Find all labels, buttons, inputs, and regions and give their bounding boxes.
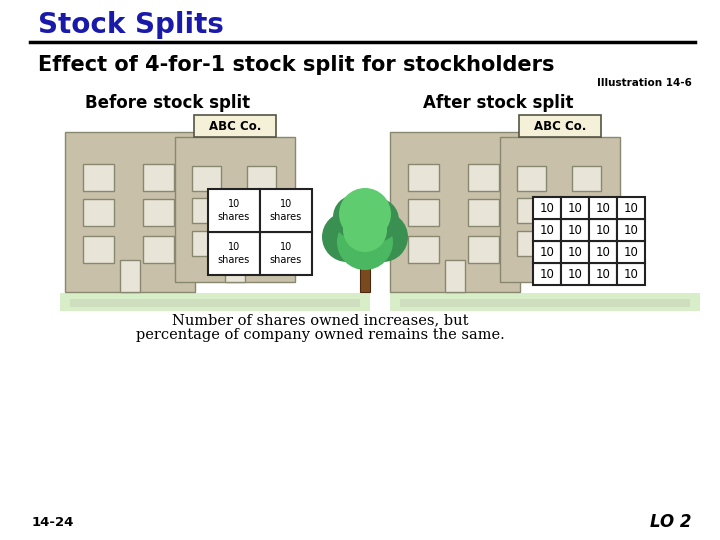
- Bar: [517, 231, 546, 256]
- Bar: [120, 260, 140, 292]
- Bar: [533, 219, 561, 241]
- Text: ABC Co.: ABC Co.: [534, 119, 586, 132]
- Text: 10: 10: [567, 246, 582, 259]
- Bar: [533, 263, 561, 285]
- Bar: [517, 166, 546, 191]
- Bar: [561, 263, 589, 285]
- Bar: [561, 197, 589, 219]
- Text: 14-24: 14-24: [32, 516, 74, 529]
- Bar: [408, 236, 439, 263]
- Text: 10: 10: [567, 201, 582, 214]
- Bar: [572, 231, 600, 256]
- Text: 10
shares: 10 shares: [270, 199, 302, 222]
- Text: 10: 10: [595, 267, 611, 280]
- Text: 10: 10: [595, 246, 611, 259]
- Text: 10
shares: 10 shares: [218, 242, 250, 265]
- Bar: [572, 166, 600, 191]
- Text: 10: 10: [539, 246, 554, 259]
- Text: 10: 10: [567, 224, 582, 237]
- Bar: [84, 164, 114, 191]
- Bar: [617, 241, 645, 263]
- Bar: [589, 197, 617, 219]
- Text: 10: 10: [539, 267, 554, 280]
- Bar: [192, 166, 220, 191]
- Text: 10: 10: [567, 267, 582, 280]
- Bar: [192, 198, 220, 222]
- Bar: [572, 198, 600, 222]
- Bar: [617, 197, 645, 219]
- Bar: [260, 189, 312, 232]
- FancyBboxPatch shape: [519, 115, 601, 137]
- Text: 10: 10: [624, 267, 639, 280]
- Bar: [260, 232, 312, 275]
- Text: LO 2: LO 2: [650, 513, 692, 531]
- Text: 10
shares: 10 shares: [218, 199, 250, 222]
- Text: Illustration 14-6: Illustration 14-6: [597, 78, 692, 88]
- Bar: [445, 260, 465, 292]
- Bar: [617, 219, 645, 241]
- Text: Before stock split: Before stock split: [86, 94, 251, 112]
- Circle shape: [337, 214, 393, 270]
- Bar: [390, 132, 520, 292]
- Bar: [408, 164, 439, 191]
- Bar: [589, 263, 617, 285]
- Text: 10: 10: [539, 201, 554, 214]
- Bar: [517, 198, 546, 222]
- Bar: [400, 299, 690, 307]
- Text: 10: 10: [624, 224, 639, 237]
- Bar: [360, 257, 370, 292]
- Bar: [247, 166, 276, 191]
- Text: 10: 10: [624, 246, 639, 259]
- Circle shape: [322, 212, 372, 262]
- Bar: [70, 299, 360, 307]
- Bar: [617, 263, 645, 285]
- Bar: [589, 241, 617, 263]
- Bar: [468, 236, 499, 263]
- Circle shape: [358, 212, 408, 262]
- Bar: [84, 236, 114, 263]
- Text: percentage of company owned remains the same.: percentage of company owned remains the …: [135, 328, 505, 342]
- Bar: [208, 232, 260, 275]
- Text: 10
shares: 10 shares: [270, 242, 302, 265]
- Bar: [589, 219, 617, 241]
- Text: 10: 10: [595, 201, 611, 214]
- Bar: [468, 164, 499, 191]
- Text: After stock split: After stock split: [423, 94, 573, 112]
- Bar: [65, 132, 195, 292]
- Bar: [143, 164, 174, 191]
- Bar: [208, 189, 260, 232]
- Circle shape: [343, 208, 387, 252]
- Bar: [84, 199, 114, 226]
- Bar: [60, 293, 370, 311]
- Bar: [143, 199, 174, 226]
- Text: Stock Splits: Stock Splits: [38, 11, 224, 39]
- Circle shape: [339, 188, 391, 240]
- Text: ABC Co.: ABC Co.: [209, 119, 261, 132]
- Bar: [468, 199, 499, 226]
- Bar: [500, 137, 620, 282]
- Bar: [390, 293, 700, 311]
- Text: 10: 10: [539, 224, 554, 237]
- Text: Effect of 4-for-1 stock split for stockholders: Effect of 4-for-1 stock split for stockh…: [38, 55, 554, 75]
- Bar: [533, 197, 561, 219]
- Bar: [225, 253, 245, 282]
- Bar: [143, 236, 174, 263]
- Bar: [247, 198, 276, 222]
- Bar: [561, 241, 589, 263]
- Bar: [550, 253, 570, 282]
- Bar: [533, 241, 561, 263]
- Bar: [561, 219, 589, 241]
- Text: 10: 10: [595, 224, 611, 237]
- FancyBboxPatch shape: [194, 115, 276, 137]
- Text: 10: 10: [624, 201, 639, 214]
- Circle shape: [333, 195, 377, 239]
- Text: Number of shares owned increases, but: Number of shares owned increases, but: [172, 313, 468, 327]
- Bar: [175, 137, 295, 282]
- Circle shape: [355, 198, 399, 242]
- Bar: [247, 231, 276, 256]
- Bar: [408, 199, 439, 226]
- Bar: [192, 231, 220, 256]
